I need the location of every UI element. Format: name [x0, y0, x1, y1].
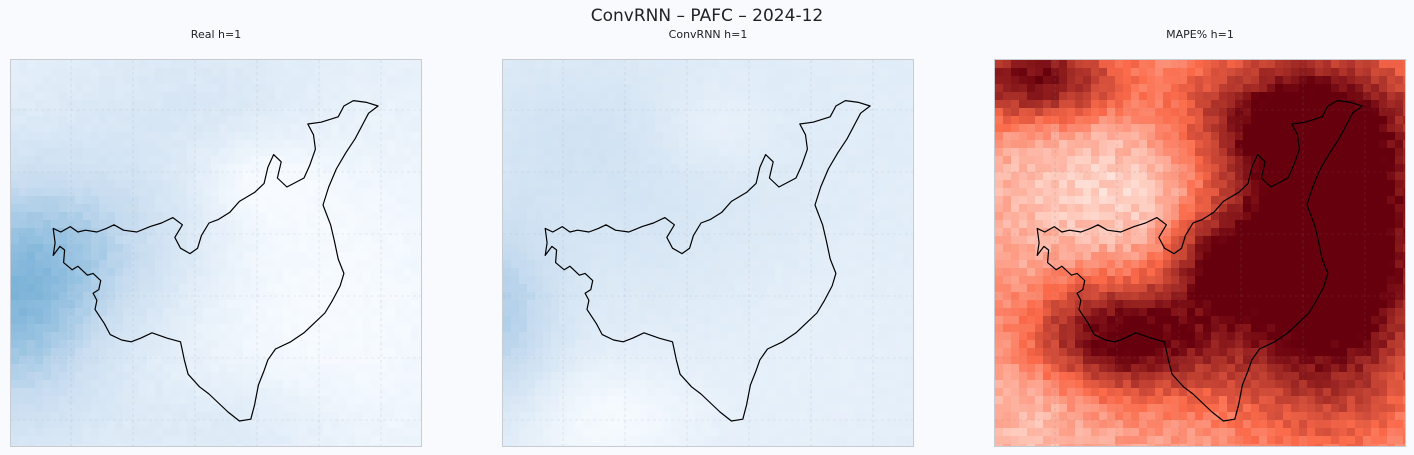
panel-title-mape: MAPE% h=1: [1166, 28, 1234, 41]
map-panel-mape: [994, 59, 1406, 447]
region-outline: [1036, 99, 1363, 422]
real-heatmap: [11, 60, 421, 446]
region-outline: [544, 99, 871, 422]
region-outline: [52, 99, 379, 422]
panel-title-real: Real h=1: [190, 28, 242, 41]
convrnn-heatmap: [503, 60, 913, 446]
map-panel-real: [10, 59, 422, 447]
map-panel-convrnn: [502, 59, 914, 447]
figure-title: ConvRNN – PAFC – 2024-12: [590, 6, 824, 26]
panel-title-convrnn: ConvRNN h=1: [668, 28, 748, 41]
mape-heatmap: [995, 60, 1405, 446]
